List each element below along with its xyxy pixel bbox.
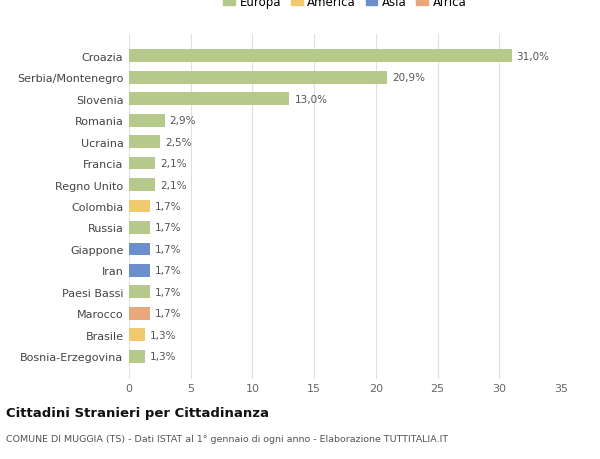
Text: COMUNE DI MUGGIA (TS) - Dati ISTAT al 1° gennaio di ogni anno - Elaborazione TUT: COMUNE DI MUGGIA (TS) - Dati ISTAT al 1°… xyxy=(6,434,448,443)
Bar xyxy=(129,307,150,320)
Text: 1,7%: 1,7% xyxy=(155,266,181,276)
Text: 1,7%: 1,7% xyxy=(155,287,181,297)
Text: 13,0%: 13,0% xyxy=(295,95,328,104)
Text: 20,9%: 20,9% xyxy=(392,73,425,83)
Legend: Europa, America, Asia, Africa: Europa, America, Asia, Africa xyxy=(223,0,467,9)
Text: 2,9%: 2,9% xyxy=(170,116,196,126)
Bar xyxy=(129,329,145,341)
Bar xyxy=(129,350,145,363)
Bar xyxy=(129,93,289,106)
Text: 1,7%: 1,7% xyxy=(155,245,181,254)
Text: 1,7%: 1,7% xyxy=(155,202,181,212)
Bar xyxy=(129,50,512,63)
Bar xyxy=(129,200,150,213)
Bar xyxy=(129,222,150,235)
Text: 2,5%: 2,5% xyxy=(165,137,191,147)
Bar xyxy=(129,264,150,277)
Text: 2,1%: 2,1% xyxy=(160,159,187,168)
Bar xyxy=(129,157,155,170)
Bar xyxy=(129,136,160,149)
Text: Cittadini Stranieri per Cittadinanza: Cittadini Stranieri per Cittadinanza xyxy=(6,406,269,419)
Bar xyxy=(129,179,155,191)
Text: 1,7%: 1,7% xyxy=(155,309,181,319)
Bar xyxy=(129,243,150,256)
Bar xyxy=(129,286,150,299)
Text: 1,3%: 1,3% xyxy=(150,352,176,362)
Text: 1,7%: 1,7% xyxy=(155,223,181,233)
Text: 1,3%: 1,3% xyxy=(150,330,176,340)
Bar xyxy=(129,72,387,84)
Text: 31,0%: 31,0% xyxy=(517,51,550,62)
Text: 2,1%: 2,1% xyxy=(160,180,187,190)
Bar xyxy=(129,114,165,127)
